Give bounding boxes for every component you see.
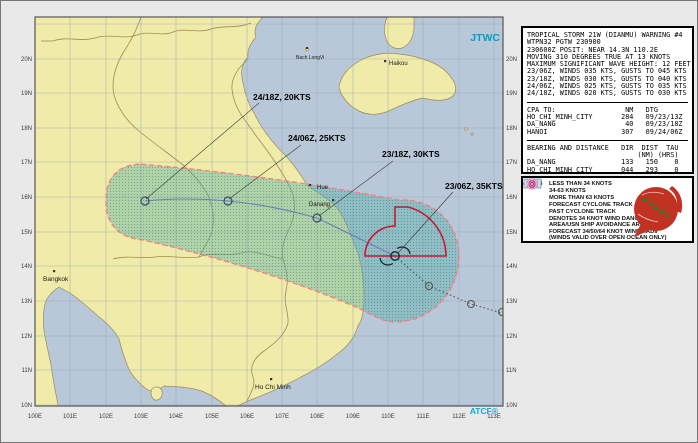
svg-text:106E: 106E	[240, 414, 254, 420]
svg-text:109E: 109E	[346, 414, 360, 420]
map-frame	[34, 16, 504, 407]
svg-text:101E: 101E	[63, 414, 77, 420]
city-label-hue: Hue	[317, 185, 329, 191]
svg-text:14N: 14N	[21, 264, 32, 270]
svg-text:12N: 12N	[506, 334, 517, 340]
forecast-cyclone-track	[144, 198, 396, 257]
cpa-header: CPA TO: NM DTG	[527, 105, 658, 114]
lat-axis-left: 20N 19N 18N 17N 16N 15N 14N 13N 12N 11N …	[21, 57, 32, 409]
svg-text:102E: 102E	[99, 414, 113, 420]
label-leader-lines	[145, 102, 454, 254]
forecast-position-markers	[140, 196, 322, 223]
track-label-23-18z: 23/18Z, 30KTS	[382, 149, 440, 159]
svg-text:13N: 13N	[506, 299, 517, 305]
legend-item-wind-radii: FORECAST 34/50/64 KNOT WIND RADII (WINDS …	[526, 178, 690, 242]
track-label-23-06z: 23/06Z, 35KTS	[445, 181, 503, 191]
atcf-watermark: ATCF®	[470, 406, 499, 416]
svg-text:16N: 16N	[506, 195, 517, 201]
wind-forecast-line: 24/18Z, WINDS 020 KTS, GUSTS TO 030 KTS	[527, 89, 687, 98]
message-id: WTPN32 PGTW 230900	[527, 38, 601, 47]
svg-text:20N: 20N	[21, 57, 32, 63]
svg-text:18N: 18N	[506, 126, 517, 132]
svg-text:14N: 14N	[506, 264, 517, 270]
svg-text:19N: 19N	[506, 91, 517, 97]
city-label-haikou: Haikou	[389, 61, 408, 67]
svg-text:100E: 100E	[28, 414, 42, 420]
svg-text:12N: 12N	[21, 334, 32, 340]
city-markers	[53, 47, 387, 381]
movement-line: MOVING 310 DEGREES TRUE AT 13 KNOTS	[527, 52, 671, 61]
cpa-row: HANOI 307 09/24/06Z	[527, 127, 683, 136]
jtwc-watermark: JTWC	[470, 32, 500, 44]
svg-text:108E: 108E	[310, 414, 324, 420]
svg-text:15N: 15N	[21, 230, 32, 236]
svg-text:16N: 16N	[21, 195, 32, 201]
cpa-row: HO_CHI_MINH_CITY 284 09/23/13Z	[527, 112, 683, 121]
divider	[527, 101, 688, 103]
wind-forecast-line: 23/18Z, WINDS 030 KTS, GUSTS TO 040 KTS	[527, 74, 687, 83]
small-island	[470, 132, 474, 136]
wave-height-line: MAXIMUM SIGNIFICANT WAVE HEIGHT: 12 FEET	[527, 60, 691, 69]
city-label-bach-long-vi: Bach LongVi	[296, 55, 324, 61]
storm-info-panel: TROPICAL STORM 21W (DIANMU) WARNING #4 W…	[521, 26, 694, 174]
svg-text:11N: 11N	[21, 368, 32, 374]
svg-text:13N: 13N	[21, 299, 32, 305]
city-label-ho-chi-minh: Ho Chi Minh	[255, 384, 291, 391]
leizhou-peninsula	[384, 17, 415, 49]
svg-text:113E: 113E	[487, 414, 501, 420]
svg-text:20N: 20N	[506, 57, 517, 63]
bearing-row: HO_CHI_MINH_CITY 044 293 0	[527, 165, 679, 174]
svg-text:10N: 10N	[21, 403, 32, 409]
svg-text:111E: 111E	[416, 414, 429, 420]
past-position-markers	[424, 281, 503, 317]
city-label-danang: Danang	[309, 202, 330, 208]
svg-text:17N: 17N	[506, 160, 517, 166]
storm-title: TROPICAL STORM 21W (DIANMU) WARNING #4	[527, 31, 683, 39]
divider	[527, 139, 688, 141]
svg-text:112E: 112E	[452, 414, 466, 420]
svg-text:107E: 107E	[275, 414, 289, 420]
wind-radii-arc	[364, 206, 447, 257]
svg-text:105E: 105E	[205, 414, 219, 420]
svg-text:110E: 110E	[381, 414, 395, 420]
lon-axis-bottom: 100E 101E 102E 103E 104E 105E 106E 107E …	[28, 414, 501, 420]
lat-axis-right: 20N 19N 18N 17N 16N 15N 14N 13N 12N 11N …	[506, 57, 517, 409]
phu-quoc-island	[150, 386, 163, 401]
svg-text:10N: 10N	[506, 403, 517, 409]
danger-area-outline	[105, 163, 460, 323]
position-line: 230600Z POSIT: NEAR 14.3N 110.2E	[527, 45, 658, 54]
svg-text:19N: 19N	[21, 91, 32, 97]
bearing-header: BEARING AND DISTANCE DIR DIST TAU	[527, 143, 679, 152]
hainan-island	[338, 52, 456, 115]
current-position-cyclone-icon	[379, 246, 411, 266]
svg-text:17N: 17N	[21, 160, 32, 166]
legend-panel: LESS THAN 34 KNOTS 34-63 KNOTS MORE THAN…	[521, 176, 694, 243]
bearing-units: (NM) (HRS)	[527, 151, 679, 160]
svg-text:104E: 104E	[169, 414, 183, 420]
wind-forecast-line: 24/06Z, WINDS 025 KTS, GUSTS TO 035 KTS	[527, 82, 687, 91]
track-label-24-18z: 24/18Z, 20KTS	[253, 92, 311, 102]
svg-text:103E: 103E	[134, 414, 148, 420]
svg-text:15N: 15N	[506, 230, 517, 236]
wind-forecast-line: 23/06Z, WINDS 035 KTS, GUSTS TO 045 KTS	[527, 67, 687, 76]
svg-text:11N: 11N	[506, 368, 517, 374]
svg-text:18N: 18N	[21, 126, 32, 132]
bearing-row: DA_NANG 133 150 0	[527, 158, 679, 167]
cpa-row: DA_NANG 40 09/23/18Z	[527, 120, 683, 129]
track-label-24-06z: 24/06Z, 25KTS	[288, 133, 346, 143]
city-label-bangkok: Bangkok	[43, 276, 69, 283]
past-cyclone-track	[394, 255, 503, 314]
